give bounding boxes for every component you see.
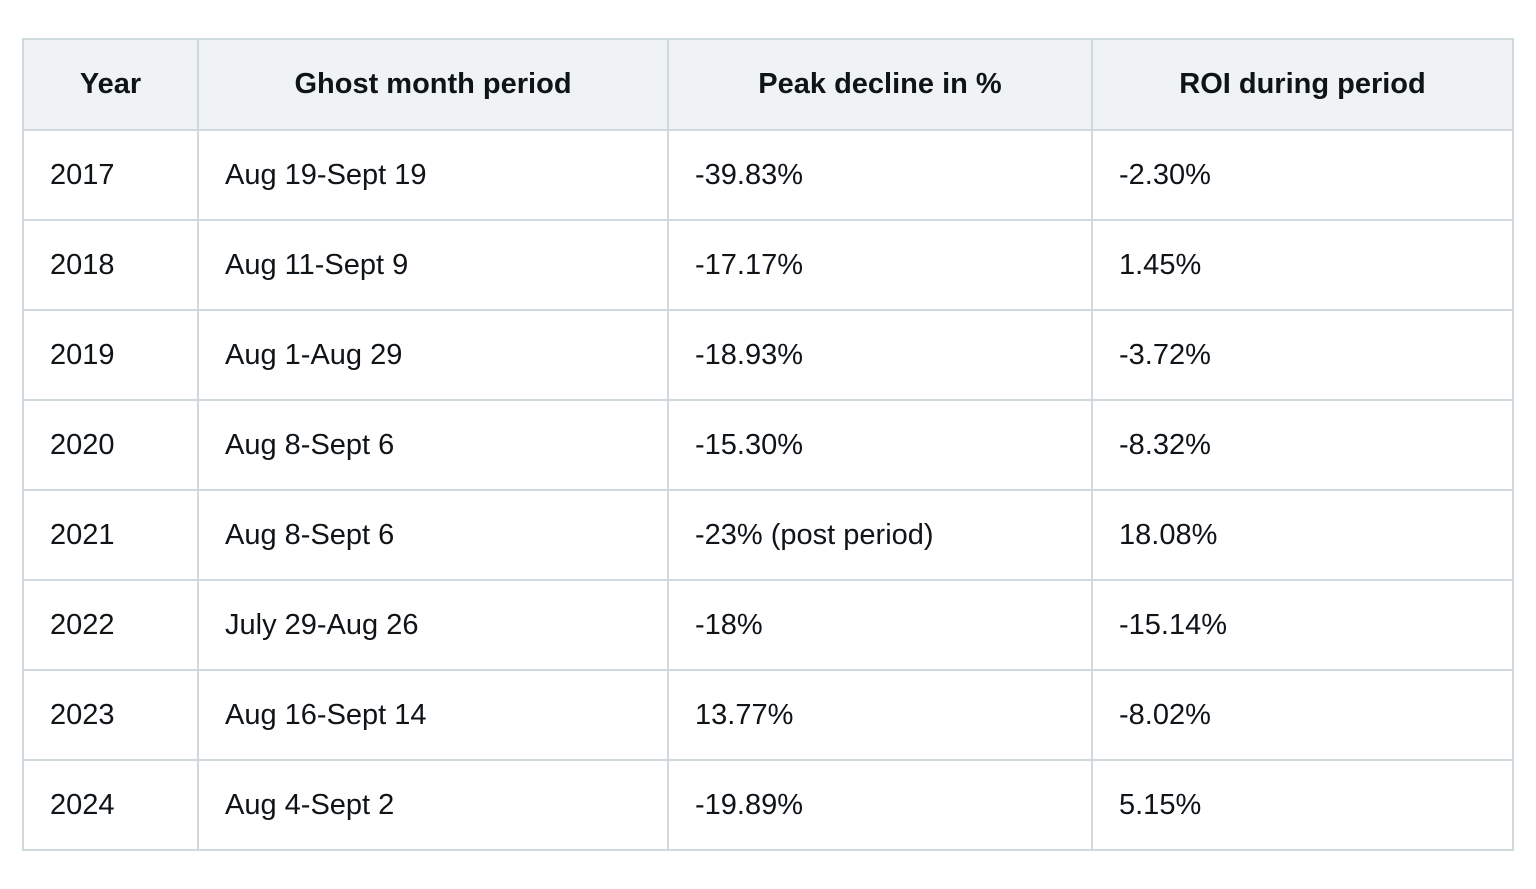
cell-period: Aug 8-Sept 6 <box>197 489 669 581</box>
cell-roi: -15.14% <box>1091 579 1514 671</box>
cell-year: 2023 <box>22 669 199 761</box>
header-row: Year Ghost month period Peak decline in … <box>22 38 1514 131</box>
header-year: Year <box>22 38 199 131</box>
cell-period: July 29-Aug 26 <box>197 579 669 671</box>
table-body: 2017 Aug 19-Sept 19 -39.83% -2.30% 2018 … <box>22 129 1514 851</box>
cell-roi: -2.30% <box>1091 129 1514 221</box>
cell-year: 2019 <box>22 309 199 401</box>
cell-year: 2021 <box>22 489 199 581</box>
ghost-month-table-container: Year Ghost month period Peak decline in … <box>22 38 1514 851</box>
table-header: Year Ghost month period Peak decline in … <box>22 38 1514 131</box>
table-row: 2024 Aug 4-Sept 2 -19.89% 5.15% <box>22 759 1514 851</box>
cell-period: Aug 4-Sept 2 <box>197 759 669 851</box>
table-row: 2022 July 29-Aug 26 -18% -15.14% <box>22 579 1514 671</box>
cell-period: Aug 8-Sept 6 <box>197 399 669 491</box>
header-peak-decline: Peak decline in % <box>667 38 1093 131</box>
cell-period: Aug 19-Sept 19 <box>197 129 669 221</box>
cell-roi: 18.08% <box>1091 489 1514 581</box>
cell-peak-decline: -17.17% <box>667 219 1093 311</box>
cell-roi: -3.72% <box>1091 309 1514 401</box>
cell-period: Aug 16-Sept 14 <box>197 669 669 761</box>
cell-peak-decline: -19.89% <box>667 759 1093 851</box>
cell-peak-decline: -18.93% <box>667 309 1093 401</box>
cell-year: 2017 <box>22 129 199 221</box>
header-ghost-month-period: Ghost month period <box>197 38 669 131</box>
cell-year: 2018 <box>22 219 199 311</box>
table-row: 2019 Aug 1-Aug 29 -18.93% -3.72% <box>22 309 1514 401</box>
table-row: 2017 Aug 19-Sept 19 -39.83% -2.30% <box>22 129 1514 221</box>
table-row: 2018 Aug 11-Sept 9 -17.17% 1.45% <box>22 219 1514 311</box>
header-roi: ROI during period <box>1091 38 1514 131</box>
cell-year: 2020 <box>22 399 199 491</box>
table-row: 2023 Aug 16-Sept 14 13.77% -8.02% <box>22 669 1514 761</box>
cell-period: Aug 1-Aug 29 <box>197 309 669 401</box>
cell-period: Aug 11-Sept 9 <box>197 219 669 311</box>
cell-roi: -8.32% <box>1091 399 1514 491</box>
table-row: 2020 Aug 8-Sept 6 -15.30% -8.32% <box>22 399 1514 491</box>
cell-roi: 1.45% <box>1091 219 1514 311</box>
cell-roi: 5.15% <box>1091 759 1514 851</box>
cell-roi: -8.02% <box>1091 669 1514 761</box>
cell-peak-decline: 13.77% <box>667 669 1093 761</box>
ghost-month-table: Year Ghost month period Peak decline in … <box>22 38 1514 851</box>
table-row: 2021 Aug 8-Sept 6 -23% (post period) 18.… <box>22 489 1514 581</box>
cell-peak-decline: -15.30% <box>667 399 1093 491</box>
cell-year: 2022 <box>22 579 199 671</box>
cell-peak-decline: -23% (post period) <box>667 489 1093 581</box>
cell-year: 2024 <box>22 759 199 851</box>
cell-peak-decline: -39.83% <box>667 129 1093 221</box>
cell-peak-decline: -18% <box>667 579 1093 671</box>
